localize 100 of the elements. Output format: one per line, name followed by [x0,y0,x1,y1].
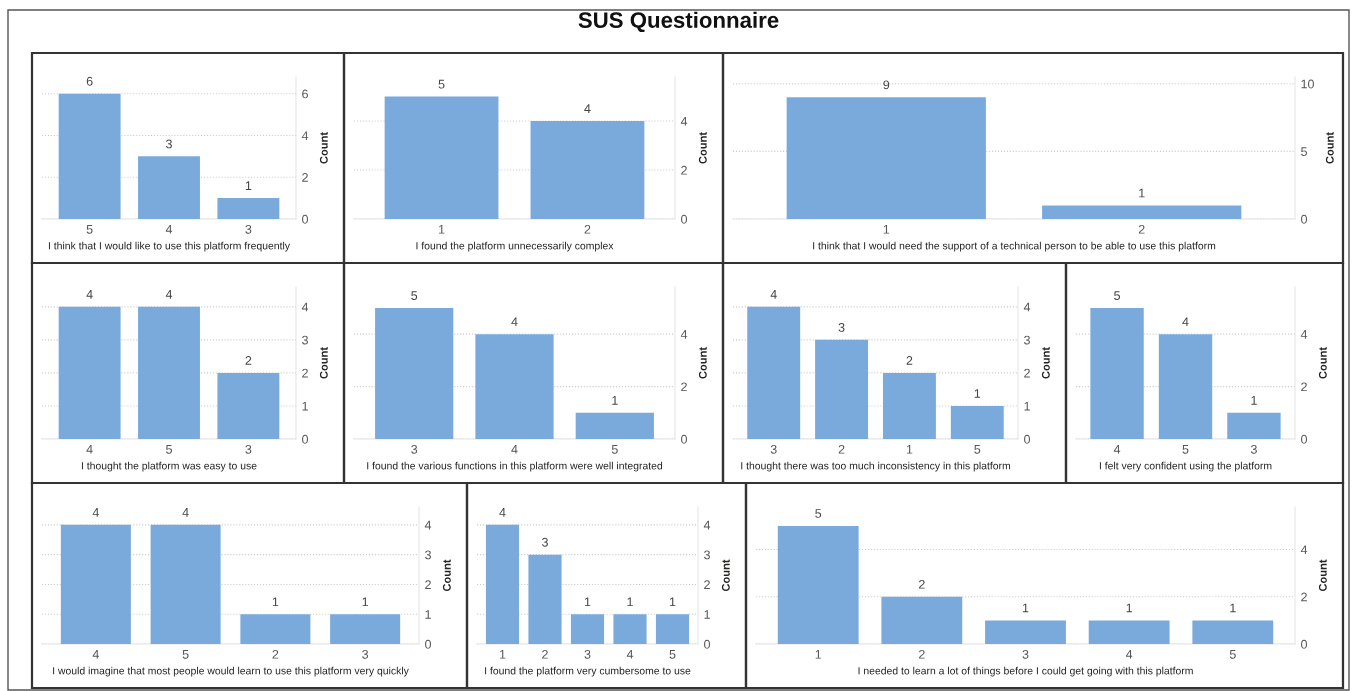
x-tick-label: 1 [906,445,913,454]
y-tick-label: 4 [703,520,711,530]
x-tick-label: 4 [165,225,173,234]
x-tick-label: 4 [626,650,634,659]
y-tick-label: 0 [302,214,309,224]
bar [138,156,200,219]
y-tick-label: 4 [424,520,432,530]
y-axis-title: Count [1041,347,1050,379]
y-tick-label: 4 [680,330,688,339]
data-label: 1 [627,597,633,607]
y-tick-label: 2 [1301,382,1307,392]
x-tick-label: 1 [883,225,890,234]
x-tick-label: 4 [1125,650,1133,659]
data-label: 4 [92,508,99,517]
data-label: 1 [1139,188,1145,198]
bar [1227,412,1281,439]
x-axis-title: I think that I would like to use this platform frequently [48,241,290,252]
y-tick-label: 2 [681,382,687,392]
y-axis-title: Count [698,347,707,379]
data-label: 9 [883,80,890,90]
x-tick-label: 2 [584,224,591,234]
x-axis-title: I think that I would need the support of a technical person to be able to use this platform [813,241,1216,252]
bar [655,614,690,644]
x-tick-label: 1 [815,650,822,659]
bar [58,93,121,219]
y-tick-label: 4 [1023,302,1031,312]
bar [1158,334,1213,439]
y-tick-label: 4 [680,117,688,126]
y-axis-title: Count [319,132,328,164]
y-tick-label: 2 [681,165,687,175]
x-tick-label: 5 [1229,650,1236,659]
x-tick-label: 5 [669,650,676,659]
data-label: 1 [974,389,981,398]
data-label: 3 [542,537,548,547]
x-tick-label: 4 [86,445,93,454]
data-label: 4 [182,508,189,517]
x-tick-label: 3 [1250,444,1257,454]
x-tick-label: 2 [272,649,279,659]
data-label: 4 [584,104,591,113]
x-tick-label: 2 [542,649,548,659]
data-label: 1 [612,396,618,405]
x-axis-title: I would imagine that most people would learn to use this platform very quickly [53,666,409,677]
data-label: 3 [838,322,845,332]
y-axis-title: Count [1318,559,1327,592]
x-axis-title: I felt very confident using the platform [1099,461,1272,472]
data-label: 4 [499,508,506,517]
bar [217,198,280,219]
text: SUS Questionnaire [578,11,779,33]
y-tick-label: 0 [1301,214,1308,224]
y-tick-label: 0 [425,639,432,649]
bar [570,614,605,644]
data-label: 1 [362,597,369,607]
x-tick-label: 3 [245,224,252,234]
data-label: 2 [906,356,913,365]
x-axis-title: I thought the platform was easy to use [81,461,257,472]
y-tick-label: 3 [425,550,431,560]
x-tick-label: 3 [245,444,252,454]
data-label: 4 [1182,317,1189,327]
x-tick-label: 4 [511,445,518,454]
data-label: 4 [165,290,173,299]
data-label: 2 [245,356,252,365]
x-tick-label: 2 [838,444,845,454]
y-tick-label: 1 [425,610,431,619]
x-tick-label: 1 [439,225,445,234]
x-tick-label: 5 [166,445,172,454]
x-tick-label: 3 [770,444,777,454]
y-tick-label: 2 [1301,592,1307,602]
data-label: 3 [166,139,172,149]
x-axis-title: I found the various functions in this platform were well integrated [367,461,663,472]
y-tick-label: 2 [302,173,308,182]
data-label: 2 [919,579,925,589]
y-tick-label: 3 [1024,335,1030,345]
y-tick-label: 10 [1301,79,1314,89]
x-tick-label: 5 [1182,445,1189,454]
x-tick-label: 5 [974,445,981,454]
x-tick-label: 4 [1113,445,1121,454]
y-tick-label: 3 [704,550,710,560]
x-axis-title: I found the platform very cumbersome to use [485,666,691,677]
y-axis-title: Count [1325,132,1334,164]
data-label: 1 [1230,603,1236,613]
x-tick-label: 1 [499,650,506,659]
y-tick-label: 4 [301,302,309,312]
data-label: 4 [511,317,518,327]
y-tick-label: 1 [704,610,710,619]
y-axis-title: Count [442,559,451,592]
y-tick-label: 6 [302,89,308,99]
data-label: 5 [1114,291,1121,300]
x-tick-label: 5 [182,650,189,659]
y-axis-title: Count [319,347,328,379]
x-tick-label: 5 [86,225,93,234]
bar [950,405,1004,439]
x-axis-title: I thought there was too much inconsistency in this platform [741,461,1011,472]
x-axis-title: I found the platform unnecessarily complex [416,241,614,252]
y-axis-title: Count [1318,347,1327,379]
y-tick-label: 0 [1301,639,1308,649]
data-label: 5 [411,291,418,300]
x-tick-label: 3 [362,649,369,659]
data-label: 1 [1126,603,1133,613]
y-tick-label: 2 [425,580,431,589]
y-tick-label: 0 [704,639,711,649]
